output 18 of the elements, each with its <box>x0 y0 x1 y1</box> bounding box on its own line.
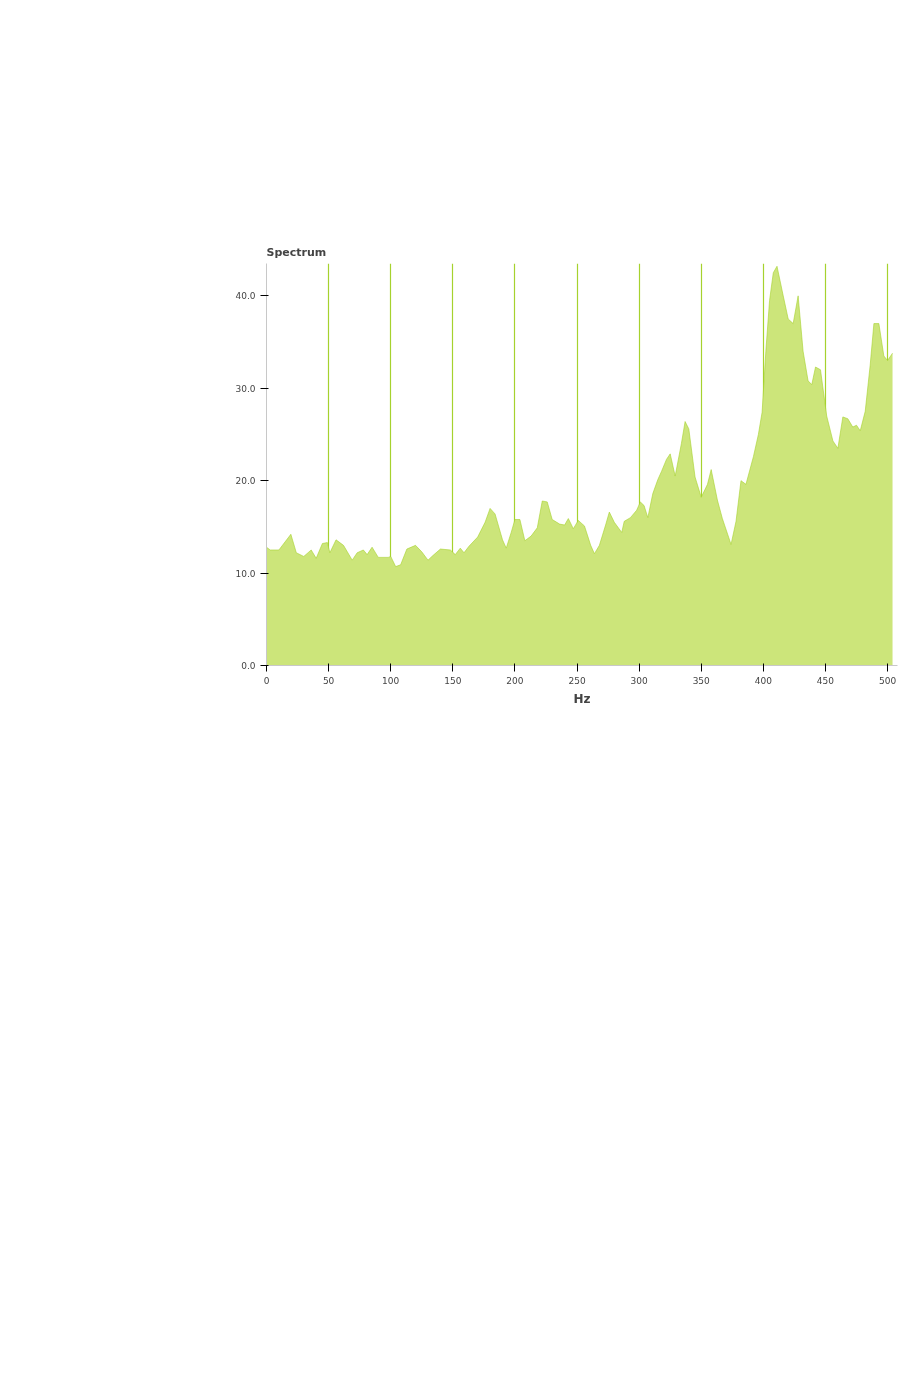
x-tick-label: 250 <box>568 675 586 686</box>
x-tick-label: 150 <box>444 675 462 686</box>
x-tick-label: 500 <box>878 675 897 686</box>
y-tick-label: 10.0 <box>235 568 256 579</box>
x-axis-title: Hz <box>573 691 591 706</box>
x-tick-label: 450 <box>816 675 835 686</box>
x-tick-label: 50 <box>322 675 335 686</box>
x-tick-label: 400 <box>754 675 773 686</box>
chart-title: Spectrum <box>266 245 327 259</box>
x-tick-label: 200 <box>506 675 524 686</box>
y-tick-label: 30.0 <box>235 383 256 394</box>
x-tick-label: 300 <box>630 675 648 686</box>
x-tick-label: 350 <box>692 675 711 686</box>
x-tick-label: 100 <box>382 675 400 686</box>
y-tick-label: 20.0 <box>235 476 256 487</box>
x-tick-label: 0 <box>263 675 270 686</box>
y-tick-label: 40.0 <box>235 291 256 302</box>
y-tick-label: 0.0 <box>241 661 256 671</box>
